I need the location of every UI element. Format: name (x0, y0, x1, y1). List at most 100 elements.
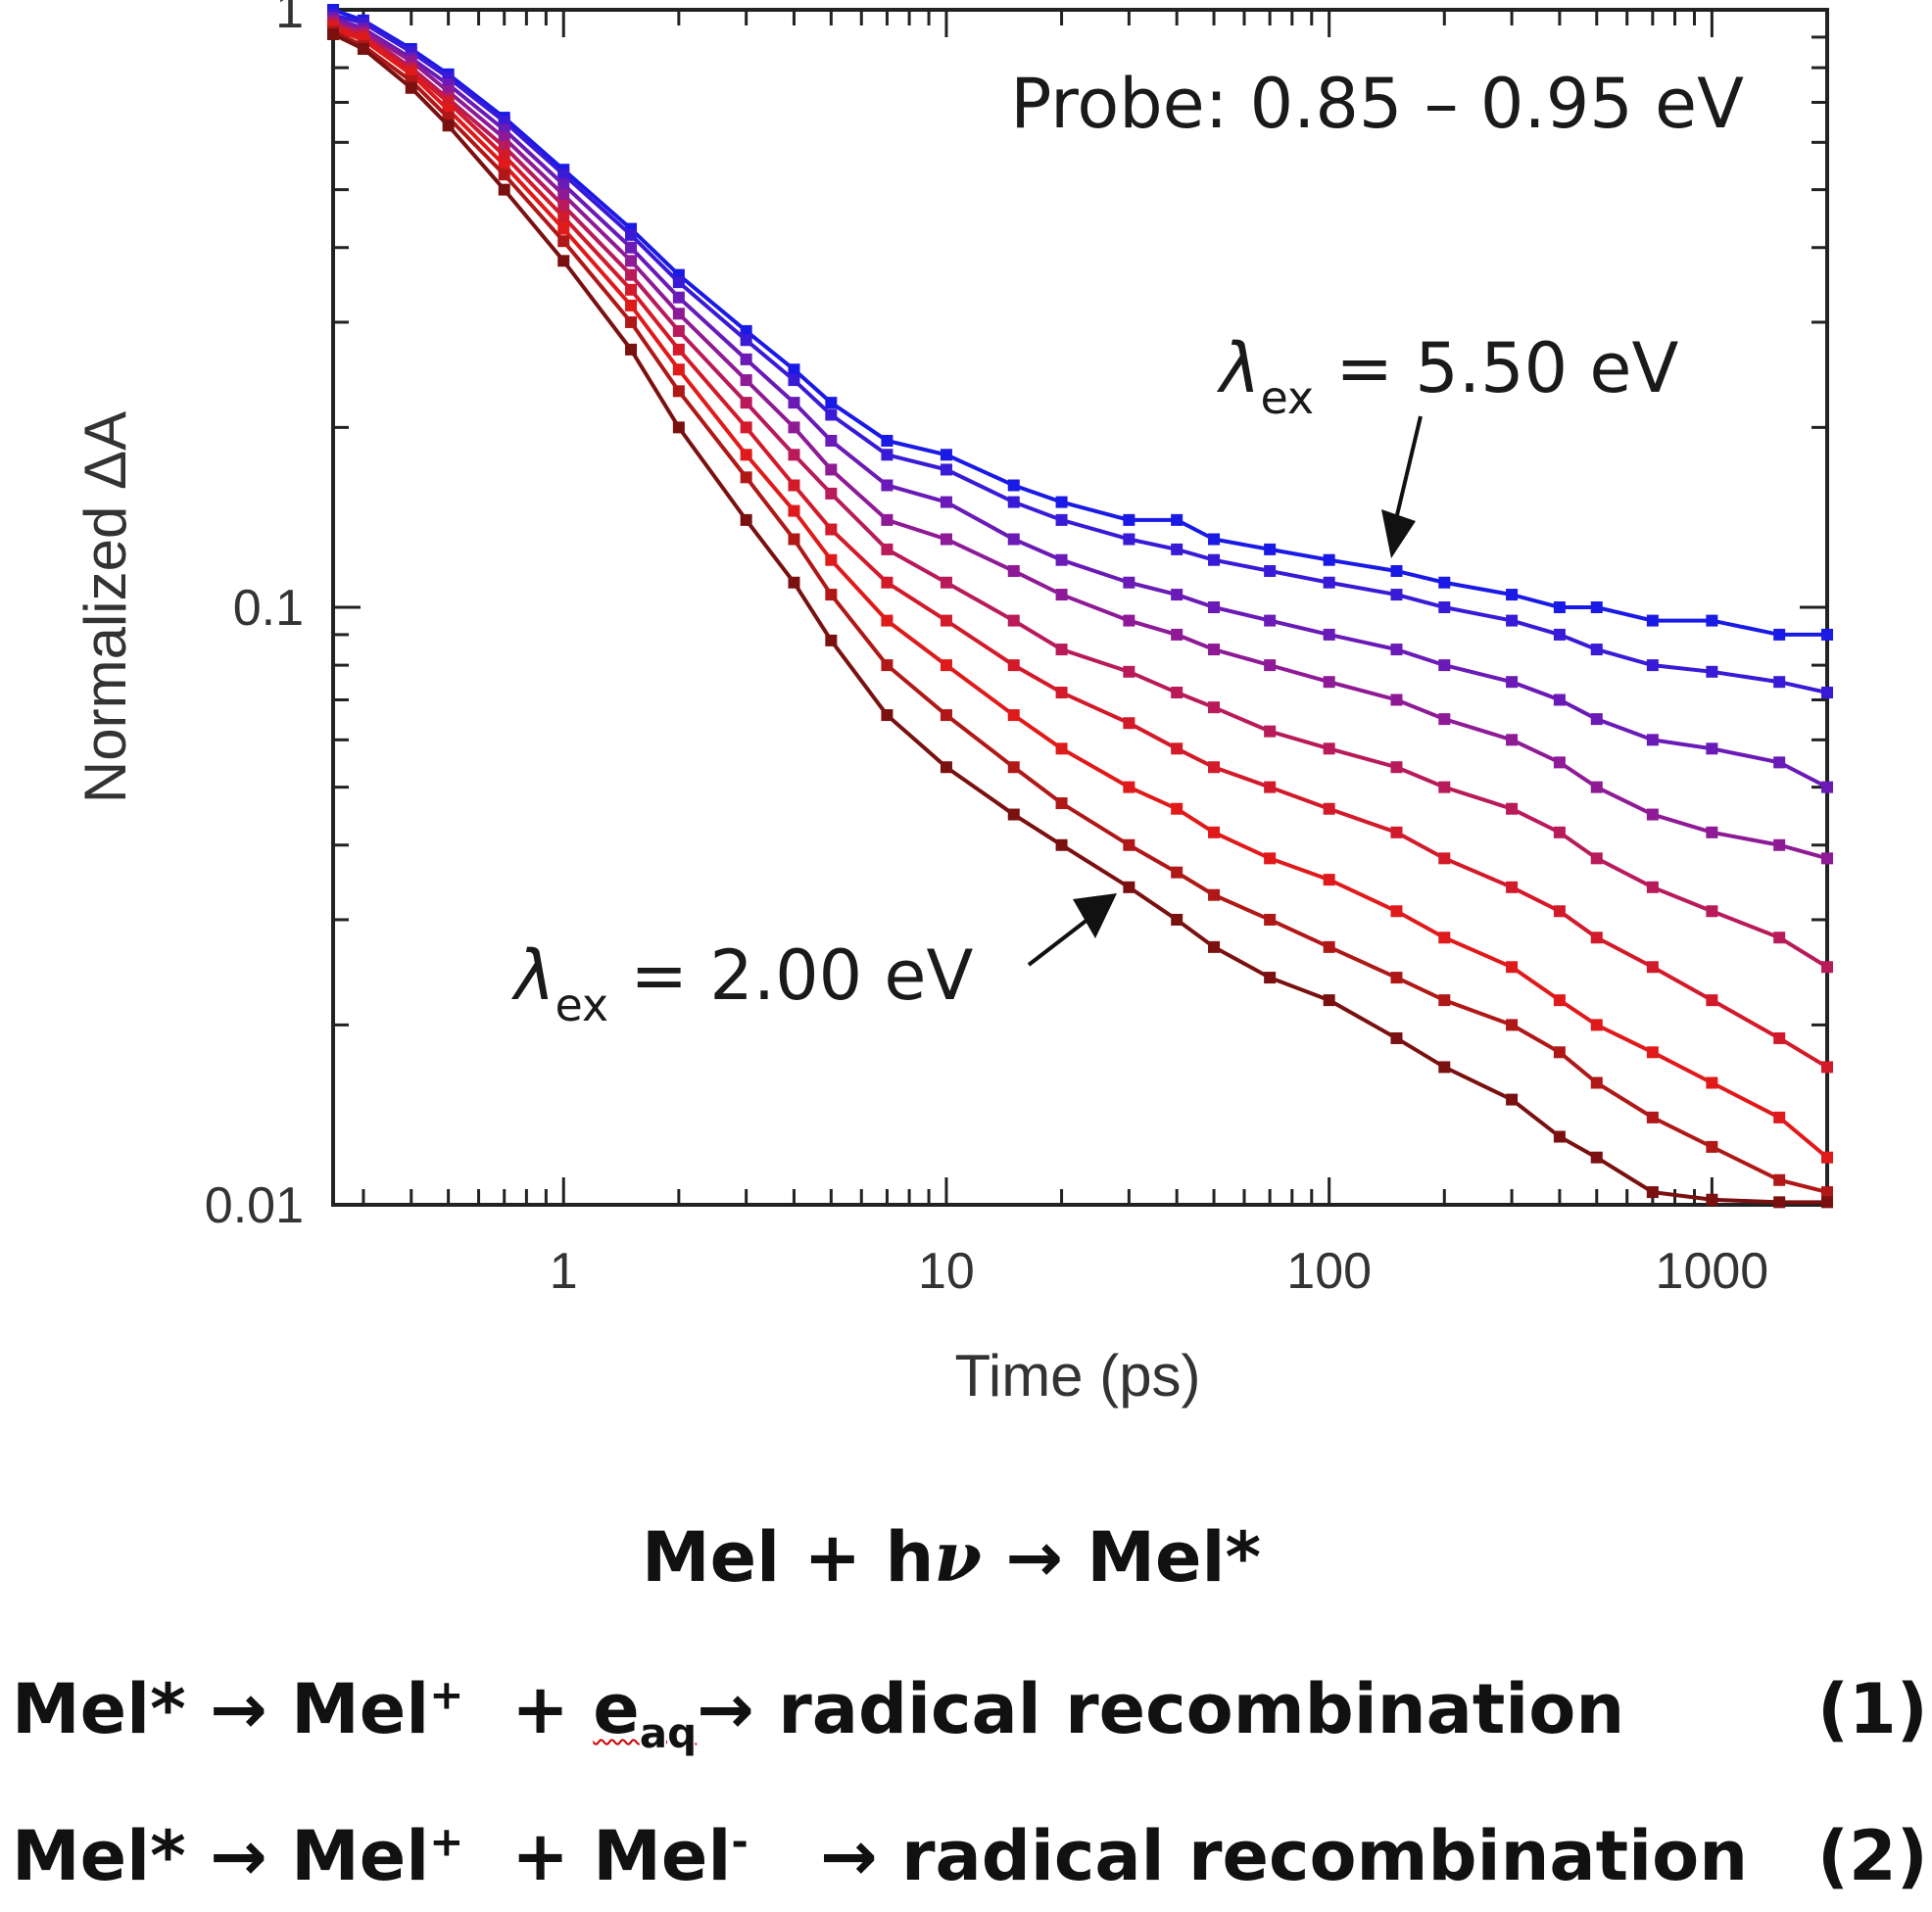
data-point (1264, 913, 1277, 926)
low-energy-label: λex = 2.00 eV (510, 935, 973, 1031)
data-point (625, 268, 638, 281)
data-point (1821, 852, 1833, 865)
data-point (1264, 972, 1277, 984)
data-point (1323, 553, 1335, 566)
data-point (1390, 905, 1403, 918)
data-point (1390, 1031, 1403, 1044)
data-point (1438, 1061, 1451, 1074)
data-point (788, 374, 800, 387)
data-point (1821, 628, 1833, 641)
x-tick-label: 1000 (1656, 1243, 1769, 1300)
data-point (1706, 614, 1718, 627)
data-point (1323, 628, 1335, 641)
data-point (940, 576, 952, 589)
data-point (740, 334, 752, 347)
data-point (1821, 1196, 1833, 1209)
data-point (1773, 1196, 1786, 1209)
equation-2-number: (2) (1817, 1816, 1928, 1896)
data-point (557, 188, 570, 201)
data-point (1646, 881, 1659, 893)
data-point (1123, 881, 1135, 893)
data-point (1590, 644, 1603, 656)
data-point (1264, 852, 1277, 865)
data-point (788, 421, 800, 434)
data-point (1055, 838, 1068, 851)
data-point (625, 283, 638, 296)
data-point (1171, 742, 1183, 755)
data-point (788, 397, 800, 409)
data-point (825, 463, 838, 476)
data-point (1706, 826, 1718, 838)
data-point (672, 291, 685, 304)
x-axis-label: Time (ps) (954, 1343, 1200, 1409)
data-point (1506, 961, 1519, 974)
data-point (1590, 713, 1603, 726)
data-point (498, 168, 510, 181)
series-6 (327, 20, 1833, 1074)
data-point (940, 463, 952, 476)
data-point (1821, 781, 1833, 793)
data-point (625, 241, 638, 254)
data-point (1055, 589, 1068, 601)
data-point (1171, 866, 1183, 879)
data-point (1007, 614, 1020, 627)
data-point (1438, 852, 1451, 865)
data-point (1646, 734, 1659, 746)
data-point (1390, 761, 1403, 774)
data-point (788, 479, 800, 492)
data-point (1264, 781, 1277, 793)
data-point (1706, 1193, 1718, 1206)
data-point (1706, 742, 1718, 755)
data-point (1171, 687, 1183, 699)
data-point (1506, 676, 1519, 689)
data-point (1123, 576, 1135, 589)
data-point (940, 761, 952, 774)
data-point (1208, 553, 1221, 566)
data-point (498, 140, 510, 153)
data-point (1646, 1186, 1659, 1199)
data-point (672, 385, 685, 398)
data-point (1773, 932, 1786, 944)
data-point (557, 168, 570, 181)
series-layer (327, 4, 1833, 1209)
data-point (1506, 1093, 1519, 1106)
series-line (332, 18, 1828, 861)
data-point (825, 397, 838, 409)
data-point (740, 513, 752, 526)
data-point (1323, 940, 1335, 953)
data-point (940, 614, 952, 627)
data-point (740, 449, 752, 461)
data-point (1590, 781, 1603, 793)
data-point (940, 659, 952, 672)
equation-2: Mel* → Mel+ + Mel- → radical recombinati… (12, 1816, 1749, 1896)
data-point (1553, 1130, 1566, 1143)
data-point (498, 131, 510, 144)
data-point (881, 543, 894, 555)
data-point (625, 343, 638, 356)
data-point (1264, 543, 1277, 555)
data-point (940, 449, 952, 461)
series-2 (327, 9, 1833, 699)
data-point (1007, 479, 1020, 492)
series-7 (327, 23, 1833, 1164)
data-point (1438, 576, 1451, 589)
data-point (327, 27, 339, 40)
data-point (940, 496, 952, 508)
data-point (1706, 665, 1718, 678)
data-point (1821, 1186, 1833, 1199)
data-point (1055, 797, 1068, 810)
equation-1: Mel* → Mel+ + eaq→ radical recombination (12, 1669, 1625, 1757)
data-point (1506, 614, 1519, 627)
data-point (1590, 1151, 1603, 1164)
data-point (881, 479, 894, 492)
data-point (1506, 734, 1519, 746)
data-point (740, 421, 752, 434)
data-point (788, 363, 800, 376)
data-point (788, 504, 800, 517)
decay-chart: 1 10 100 1000 1 0.1 0.01 Normalized ΔA Time (p… (72, 0, 1833, 1409)
data-point (1055, 687, 1068, 699)
data-point (1590, 1019, 1603, 1031)
data-point (1590, 1076, 1603, 1089)
data-point (1055, 644, 1068, 656)
data-point (1123, 781, 1135, 793)
